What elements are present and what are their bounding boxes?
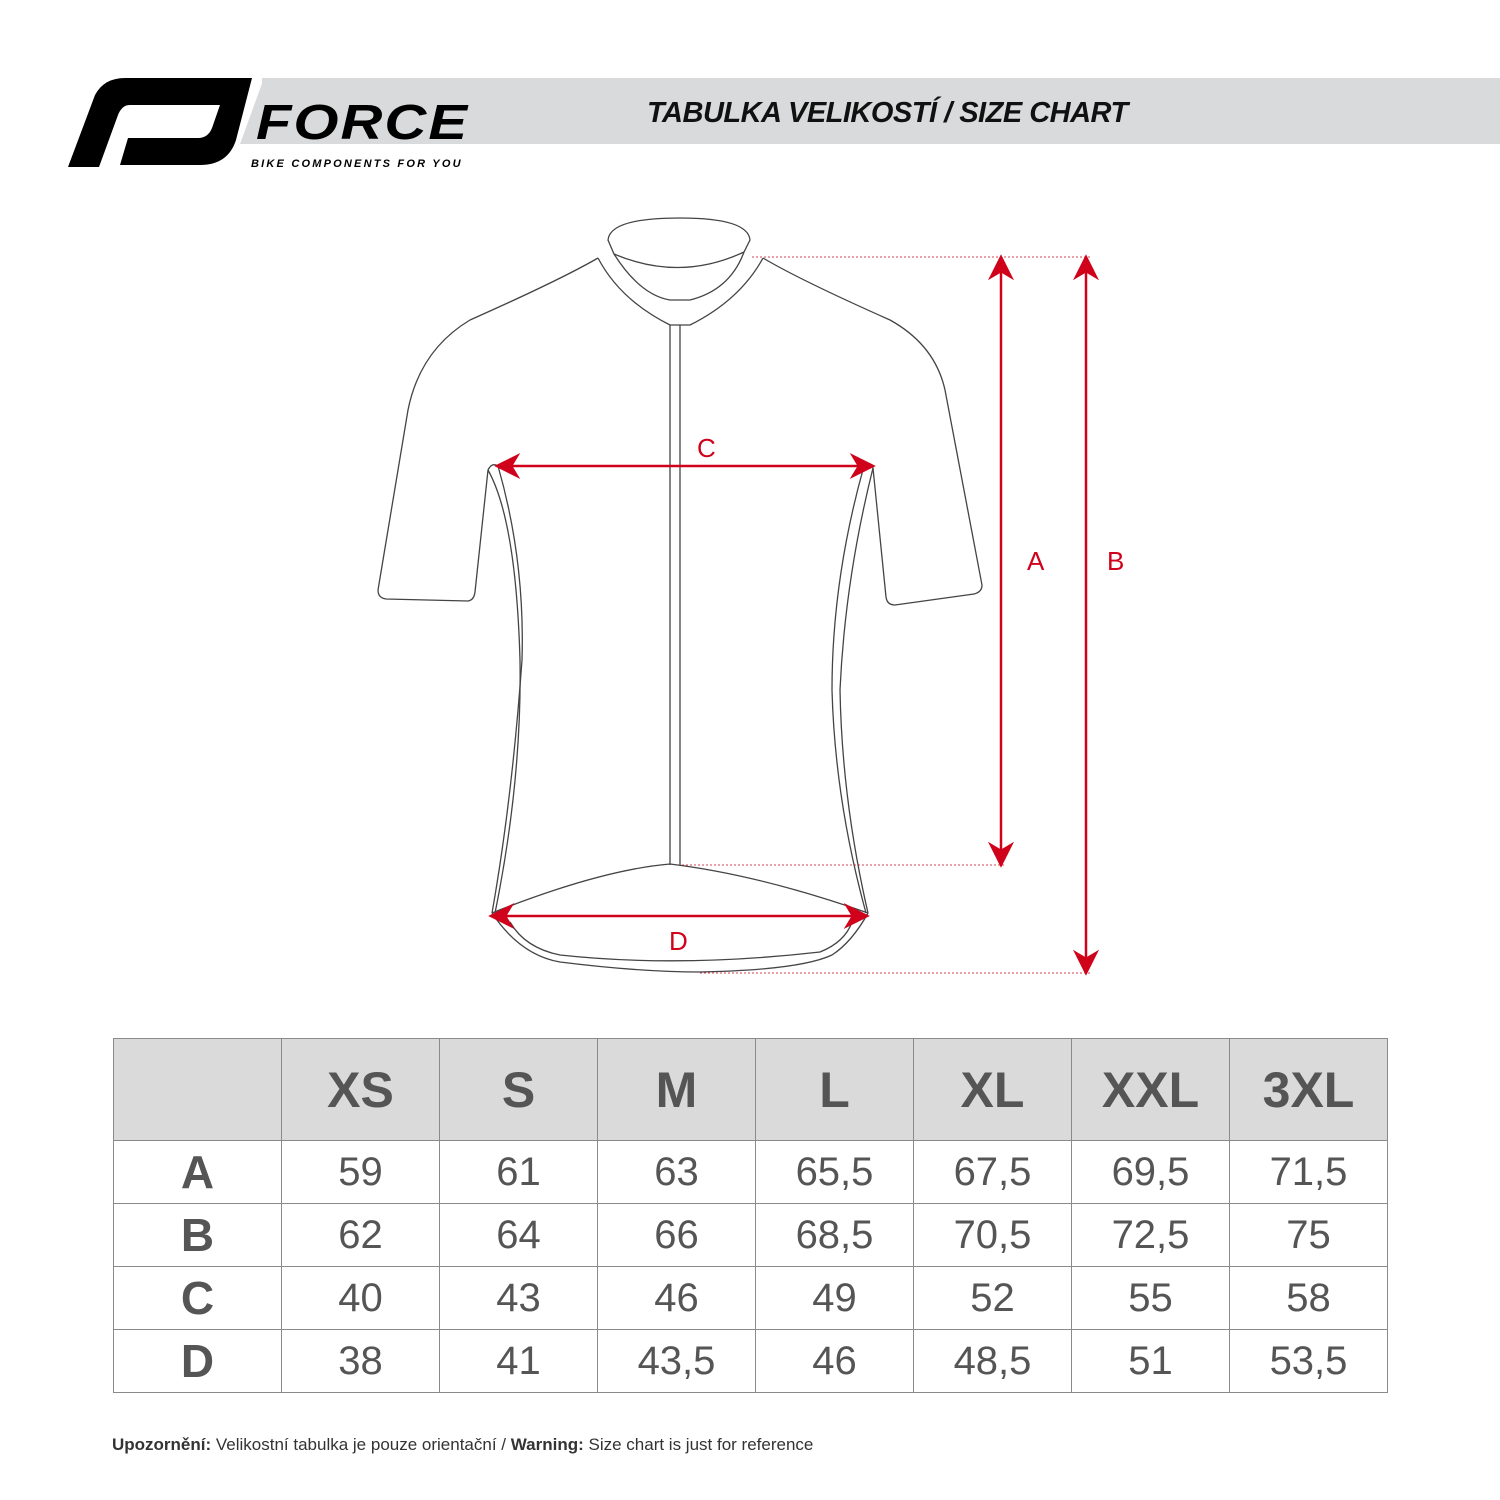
measurement-cell: 55 <box>1071 1266 1230 1330</box>
corner-cell <box>113 1038 282 1141</box>
measurement-cell: 40 <box>281 1266 440 1330</box>
note-en-text: Size chart is just for reference <box>583 1435 814 1454</box>
note-cz-text: Velikostní tabulka je pouze orientační / <box>211 1435 511 1454</box>
disclaimer: Upozornění: Velikostní tabulka je pouze … <box>112 1435 813 1455</box>
measurement-cell: 71,5 <box>1229 1140 1388 1204</box>
label-b: B <box>1107 546 1124 576</box>
measurement-cell: 46 <box>597 1266 756 1330</box>
size-header: XXL <box>1071 1038 1230 1141</box>
table-row: D 38 41 43,5 46 48,5 51 53,5 <box>113 1329 1388 1393</box>
size-header: L <box>755 1038 914 1141</box>
jersey-outline <box>377 217 983 973</box>
size-header: 3XL <box>1229 1038 1388 1141</box>
size-table: XS S M L XL XXL 3XL A 59 61 63 65,5 67,5 69,5 71,5 B 62… <box>113 1038 1388 1393</box>
measurement-cell: 43 <box>439 1266 598 1330</box>
size-header: S <box>439 1038 598 1141</box>
measurement-cell: 38 <box>281 1329 440 1393</box>
measurement-cell: 41 <box>439 1329 598 1393</box>
measure-arrows <box>488 254 1100 976</box>
measurement-cell: 72,5 <box>1071 1203 1230 1267</box>
note-cz-label: Upozornění: <box>112 1435 212 1454</box>
label-a: A <box>1027 546 1045 576</box>
page-title: TABULKA VELIKOSTÍ / SIZE CHART <box>647 97 1128 129</box>
size-header: XL <box>913 1038 1072 1141</box>
measurement-cell: 62 <box>281 1203 440 1267</box>
measurement-cell: 66 <box>597 1203 756 1267</box>
size-header: XS <box>281 1038 440 1141</box>
measurement-cell: 65,5 <box>755 1140 914 1204</box>
measurement-cell: 51 <box>1071 1329 1230 1393</box>
measurement-cell: 64 <box>439 1203 598 1267</box>
measurement-cell: 70,5 <box>913 1203 1072 1267</box>
row-label: B <box>113 1203 282 1267</box>
brand-tagline: BIKE COMPONENTS FOR YOU <box>251 158 463 170</box>
table-row: C 40 43 46 49 52 55 58 <box>113 1266 1388 1330</box>
row-label: D <box>113 1329 282 1393</box>
measurement-cell: 49 <box>755 1266 914 1330</box>
size-header: M <box>597 1038 756 1141</box>
table-row: A 59 61 63 65,5 67,5 69,5 71,5 <box>113 1140 1388 1204</box>
force-logo-mark <box>68 78 252 167</box>
label-c: C <box>697 433 716 463</box>
measurement-cell: 48,5 <box>913 1329 1072 1393</box>
brand-name: FORCE <box>256 94 469 150</box>
row-label: C <box>113 1266 282 1330</box>
measurement-cell: 61 <box>439 1140 598 1204</box>
measurement-cell: 69,5 <box>1071 1140 1230 1204</box>
row-label: A <box>113 1140 282 1204</box>
measurement-cell: 75 <box>1229 1203 1388 1267</box>
note-en-label: Warning: <box>510 1435 584 1454</box>
measurement-cell: 67,5 <box>913 1140 1072 1204</box>
label-d: D <box>669 926 688 956</box>
measurement-cell: 52 <box>913 1266 1072 1330</box>
measurement-cell: 53,5 <box>1229 1329 1388 1393</box>
measurement-cell: 46 <box>755 1329 914 1393</box>
guide-lines <box>682 256 1090 974</box>
header-band <box>262 78 1500 144</box>
measurement-cell: 68,5 <box>755 1203 914 1267</box>
measurement-cell: 59 <box>281 1140 440 1204</box>
measurement-cell: 63 <box>597 1140 756 1204</box>
table-row: B 62 64 66 68,5 70,5 72,5 75 <box>113 1203 1388 1267</box>
measurement-cell: 58 <box>1229 1266 1388 1330</box>
measurement-cell: 43,5 <box>597 1329 756 1393</box>
